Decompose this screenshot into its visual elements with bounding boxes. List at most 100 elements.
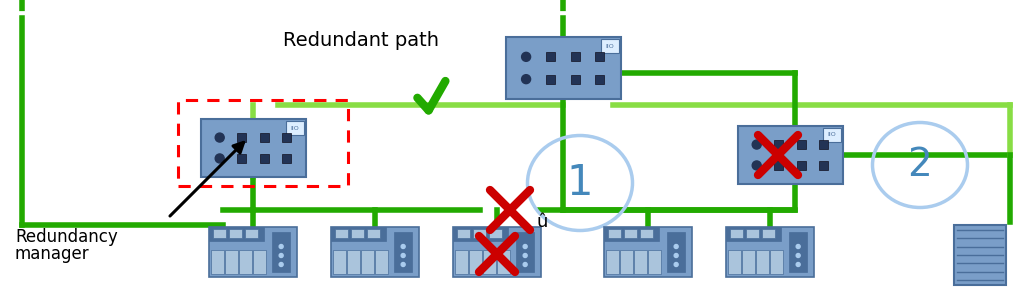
Circle shape <box>523 253 527 258</box>
Bar <box>648 250 660 274</box>
Circle shape <box>280 263 284 266</box>
Bar <box>394 232 412 272</box>
Bar <box>595 75 604 84</box>
Bar <box>762 229 775 238</box>
Bar <box>604 227 692 277</box>
Bar <box>225 250 238 274</box>
Bar <box>489 229 502 238</box>
Text: IIO: IIO <box>605 44 613 49</box>
Bar <box>483 250 496 274</box>
Bar <box>570 52 580 61</box>
Bar <box>770 250 782 274</box>
Bar <box>469 250 482 274</box>
Bar <box>668 232 685 272</box>
Text: 1: 1 <box>566 162 593 204</box>
Bar <box>238 133 247 142</box>
Bar <box>260 133 268 142</box>
Bar <box>213 229 226 238</box>
Circle shape <box>280 244 284 249</box>
Bar <box>819 161 827 170</box>
Bar <box>797 161 806 170</box>
Circle shape <box>521 52 530 61</box>
Bar <box>453 227 541 277</box>
Text: IIO: IIO <box>827 133 836 138</box>
Circle shape <box>215 133 224 142</box>
Text: Redundancy: Redundancy <box>15 228 118 246</box>
Bar <box>595 52 604 61</box>
Bar <box>797 140 806 149</box>
Circle shape <box>215 154 224 163</box>
Bar <box>457 229 470 238</box>
Bar <box>604 227 658 241</box>
Bar <box>774 140 783 149</box>
Bar <box>570 75 580 84</box>
Circle shape <box>797 263 800 266</box>
Circle shape <box>401 253 406 258</box>
Bar <box>516 232 534 272</box>
Bar <box>728 250 741 274</box>
Circle shape <box>523 263 527 266</box>
Bar <box>819 140 827 149</box>
Circle shape <box>521 75 530 84</box>
Bar <box>546 52 555 61</box>
Bar <box>209 227 297 277</box>
Circle shape <box>797 244 800 249</box>
Bar <box>178 100 348 186</box>
Circle shape <box>674 263 678 266</box>
Circle shape <box>674 253 678 258</box>
Bar <box>726 227 814 277</box>
Bar <box>624 229 637 238</box>
Bar <box>331 227 386 241</box>
Bar <box>272 232 290 272</box>
Circle shape <box>401 244 406 249</box>
Bar <box>238 154 247 163</box>
Bar <box>351 229 364 238</box>
Bar <box>600 39 618 53</box>
Bar <box>790 232 807 272</box>
Text: manager: manager <box>15 245 90 263</box>
Bar <box>620 250 633 274</box>
Bar <box>546 75 555 84</box>
Bar <box>360 250 374 274</box>
Bar <box>282 133 291 142</box>
Circle shape <box>674 244 678 249</box>
Circle shape <box>280 253 284 258</box>
Text: û: û <box>537 213 548 231</box>
Bar <box>954 225 1006 285</box>
Bar <box>331 227 419 277</box>
Bar <box>608 229 621 238</box>
Bar <box>245 229 258 238</box>
Circle shape <box>753 140 761 149</box>
Bar <box>455 250 468 274</box>
Bar <box>375 250 388 274</box>
Circle shape <box>523 244 527 249</box>
Bar <box>726 227 780 241</box>
Bar <box>211 250 224 274</box>
Bar <box>756 250 769 274</box>
Circle shape <box>753 161 761 170</box>
Bar <box>742 250 755 274</box>
Bar <box>335 229 348 238</box>
Bar <box>730 229 743 238</box>
Bar <box>634 250 647 274</box>
Bar <box>497 250 510 274</box>
Circle shape <box>401 263 406 266</box>
Bar <box>333 250 346 274</box>
Bar <box>239 250 252 274</box>
Bar <box>286 121 303 135</box>
Bar <box>737 126 843 184</box>
Bar <box>209 227 263 241</box>
Bar <box>253 250 266 274</box>
Text: IIO: IIO <box>290 126 299 131</box>
Bar <box>473 229 486 238</box>
Bar <box>229 229 242 238</box>
Text: Redundant path: Redundant path <box>283 30 439 49</box>
Bar <box>260 154 268 163</box>
Bar <box>367 229 380 238</box>
Circle shape <box>797 253 800 258</box>
Text: 2: 2 <box>907 146 933 184</box>
Bar <box>774 161 783 170</box>
Bar <box>746 229 759 238</box>
Bar <box>282 154 291 163</box>
Bar <box>822 128 841 142</box>
